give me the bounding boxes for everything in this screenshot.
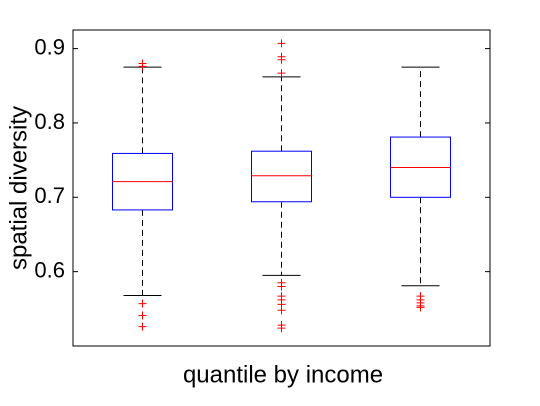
outlier	[277, 306, 286, 315]
outlier	[138, 62, 147, 71]
y-tick-label: 0.7	[34, 183, 65, 208]
y-tick-label: 0.9	[34, 34, 65, 59]
box	[251, 150, 312, 203]
plot-frame	[72, 29, 491, 347]
outlier	[277, 69, 286, 78]
outlier	[138, 322, 147, 331]
y-tick-label: 0.6	[34, 257, 65, 282]
outlier	[138, 311, 147, 320]
x-axis-label: quantile by income	[183, 361, 383, 388]
outlier	[277, 39, 286, 48]
outlier	[277, 55, 286, 64]
y-tick-label: 0.8	[34, 109, 65, 134]
y-axis-label: spatial diversity	[5, 106, 32, 270]
outlier	[416, 303, 425, 312]
outlier	[277, 324, 286, 333]
outlier	[277, 282, 286, 291]
outlier	[138, 299, 147, 308]
